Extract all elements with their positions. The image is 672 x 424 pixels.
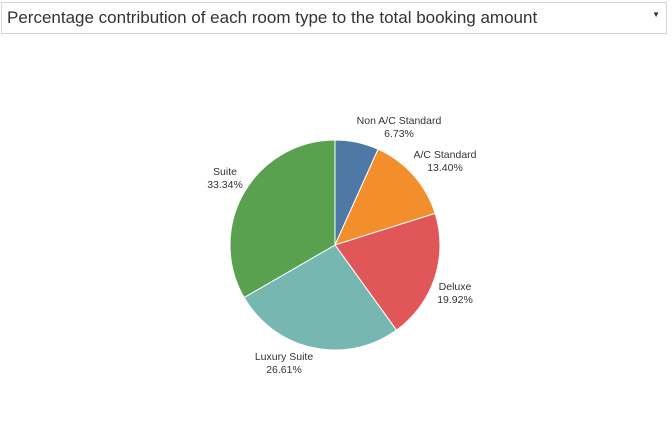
slice-label-luxury-suite: Luxury Suite bbox=[255, 351, 314, 363]
pie-slice-luxury-suite[interactable] bbox=[243, 244, 398, 351]
slice-value-luxury-suite: 26.61% bbox=[266, 364, 302, 376]
slice-value-deluxe: 19.92% bbox=[437, 294, 473, 306]
slice-label-suite: Suite bbox=[213, 166, 237, 178]
chart-title: Percentage contribution of each room typ… bbox=[7, 8, 538, 27]
slice-label-a-c-standard: A/C Standard bbox=[413, 149, 476, 161]
chart-title-bar[interactable]: Percentage contribution of each room typ… bbox=[1, 2, 667, 34]
slice-value-suite: 33.34% bbox=[207, 179, 243, 191]
slice-label-non-a-c-standard: Non A/C Standard bbox=[357, 115, 442, 127]
dropdown-caret-icon[interactable]: ▼ bbox=[652, 10, 660, 19]
pie-slice-suite[interactable] bbox=[229, 139, 336, 299]
slice-value-non-a-c-standard: 6.73% bbox=[384, 128, 414, 140]
slice-label-deluxe: Deluxe bbox=[439, 281, 472, 293]
pie-slice-deluxe[interactable] bbox=[334, 212, 441, 331]
slice-value-a-c-standard: 13.40% bbox=[427, 162, 463, 174]
